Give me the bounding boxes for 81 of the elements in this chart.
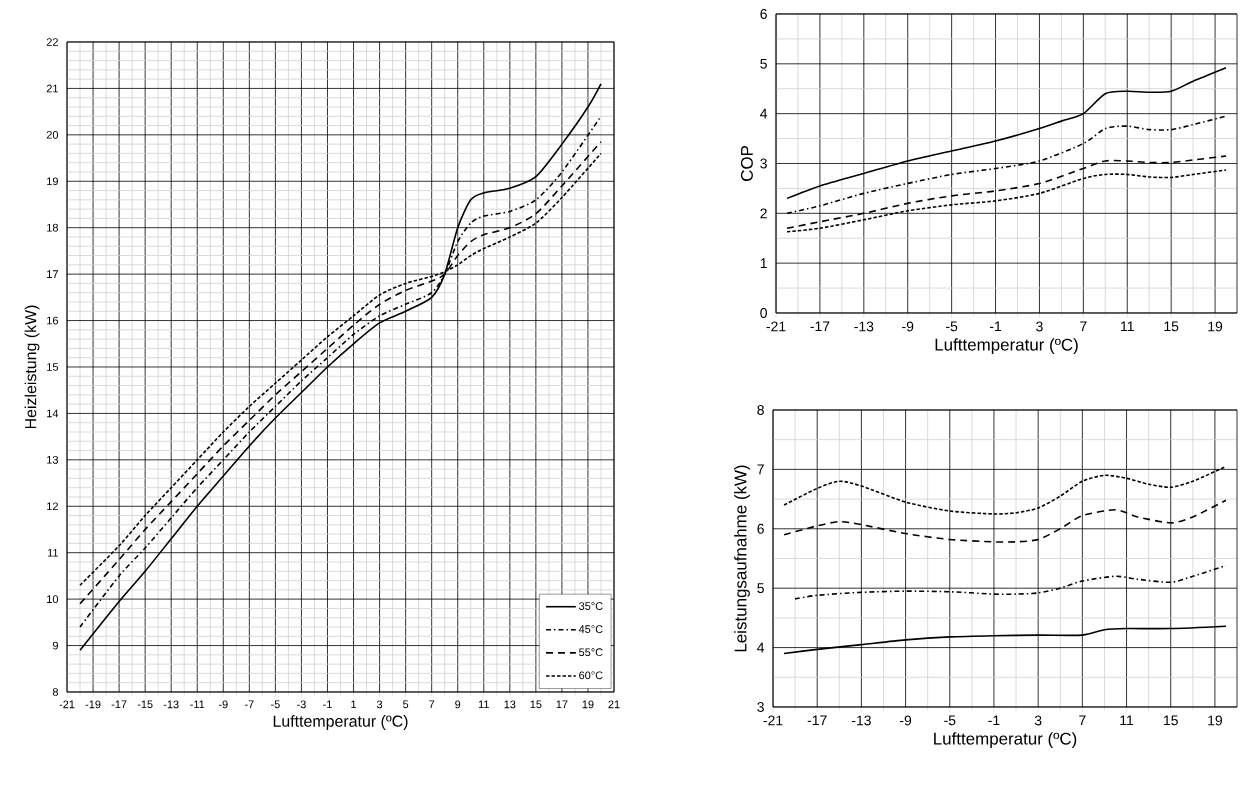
- y-tick-label: 9: [52, 641, 58, 650]
- x-tick-label: -9: [902, 321, 914, 332]
- x-tick-label: -21: [59, 700, 75, 709]
- x-tick-label: 15: [530, 700, 542, 709]
- x-tick-label: 11: [1121, 321, 1134, 332]
- x-tick-label: -13: [851, 715, 871, 726]
- y-tick-label: 13: [47, 455, 58, 464]
- y-tick-label: 17: [47, 270, 58, 278]
- y-tick-label: 6: [760, 9, 767, 19]
- y-tick-label: 3: [760, 158, 767, 169]
- x-tick-label: 5: [403, 700, 409, 709]
- x-tick-label: 17: [556, 700, 568, 709]
- y-axis-title: Heizleistung (kW): [24, 305, 40, 429]
- x-tick-label: 3: [376, 700, 383, 709]
- x-tick-label: -5: [271, 700, 280, 709]
- y-axis-title: Leistungsaufnahme (kW): [734, 465, 750, 652]
- x-tick-label: 7: [1079, 715, 1086, 726]
- y-tick-label: 14: [47, 409, 59, 418]
- x-tick-label: 11: [478, 700, 489, 709]
- x-tick-label: -17: [807, 715, 827, 726]
- x-tick-label: 11: [1120, 715, 1134, 726]
- legend-label: 55°C: [579, 648, 603, 657]
- y-tick-label: 10: [47, 595, 59, 604]
- x-tick-label: 19: [1208, 321, 1223, 332]
- legend-label: 45°C: [578, 625, 603, 633]
- legend-label: 35°C: [579, 602, 603, 610]
- x-tick-label: -17: [111, 700, 127, 709]
- x-tick-label: 19: [1208, 715, 1223, 726]
- y-tick-label: 11: [47, 548, 58, 557]
- y-tick-label: 19: [47, 177, 58, 186]
- y-tick-label: 15: [47, 363, 59, 371]
- y-tick-label: 7: [757, 464, 764, 475]
- y-tick-label: 6: [757, 523, 764, 534]
- legend-label: 60°C: [579, 671, 603, 680]
- x-tick-label: 1: [351, 700, 357, 709]
- x-tick-label: 21: [608, 700, 620, 709]
- x-tick-label: 19: [582, 700, 594, 709]
- y-tick-label: 22: [46, 38, 58, 46]
- y-tick-label: 4: [760, 108, 768, 119]
- x-tick-label: 7: [429, 700, 435, 709]
- y-tick-label: 2: [760, 208, 767, 219]
- x-tick-label: 7: [1080, 321, 1087, 332]
- y-tick-label: 12: [47, 502, 58, 511]
- x-tick-label: 13: [504, 700, 516, 709]
- x-tick-label: -19: [85, 700, 101, 709]
- x-tick-label: -21: [763, 715, 783, 726]
- y-tick-label: 5: [760, 58, 767, 69]
- y-tick-label: 0: [760, 308, 767, 318]
- x-tick-label: -15: [137, 700, 153, 709]
- y-tick-label: 8: [757, 405, 764, 415]
- x-axis-title: Lufttemperatur (ºC): [934, 732, 1077, 749]
- x-tick-label: -1: [323, 700, 332, 709]
- x-tick-label: -13: [854, 321, 874, 332]
- x-tick-label: -5: [944, 715, 956, 726]
- y-tick-label: 18: [47, 223, 58, 232]
- x-tick-label: -13: [163, 700, 179, 709]
- y-tick-label: 16: [47, 316, 58, 325]
- x-axis-title: Lufttemperatur (ºC): [273, 715, 408, 730]
- x-tick-label: -9: [900, 715, 912, 726]
- y-tick-label: 1: [760, 258, 767, 268]
- x-tick-label: 15: [1164, 321, 1179, 332]
- y-tick-label: 8: [52, 688, 58, 696]
- x-tick-label: 15: [1164, 715, 1178, 726]
- x-tick-label: -5: [946, 321, 958, 332]
- x-tick-label: -21: [766, 321, 786, 332]
- x-tick-label: -1: [989, 321, 1002, 332]
- y-tick-label: 21: [46, 84, 58, 93]
- y-tick-label: 20: [46, 130, 59, 139]
- x-tick-label: -9: [218, 700, 228, 709]
- x-axis-title: Lufttemperatur (ºC): [935, 338, 1078, 355]
- x-tick-label: 3: [1034, 715, 1042, 726]
- x-tick-label: 3: [1036, 321, 1043, 332]
- y-tick-label: 5: [757, 583, 764, 594]
- x-tick-label: 9: [455, 700, 461, 709]
- y-axis-title: COP: [740, 146, 753, 181]
- x-tick-label: -3: [297, 700, 306, 709]
- y-tick-label: 4: [757, 642, 765, 653]
- x-tick-label: -11: [190, 700, 205, 709]
- x-tick-label: -17: [810, 321, 830, 332]
- x-tick-label: -1: [988, 715, 1000, 726]
- x-tick-label: -7: [244, 700, 254, 709]
